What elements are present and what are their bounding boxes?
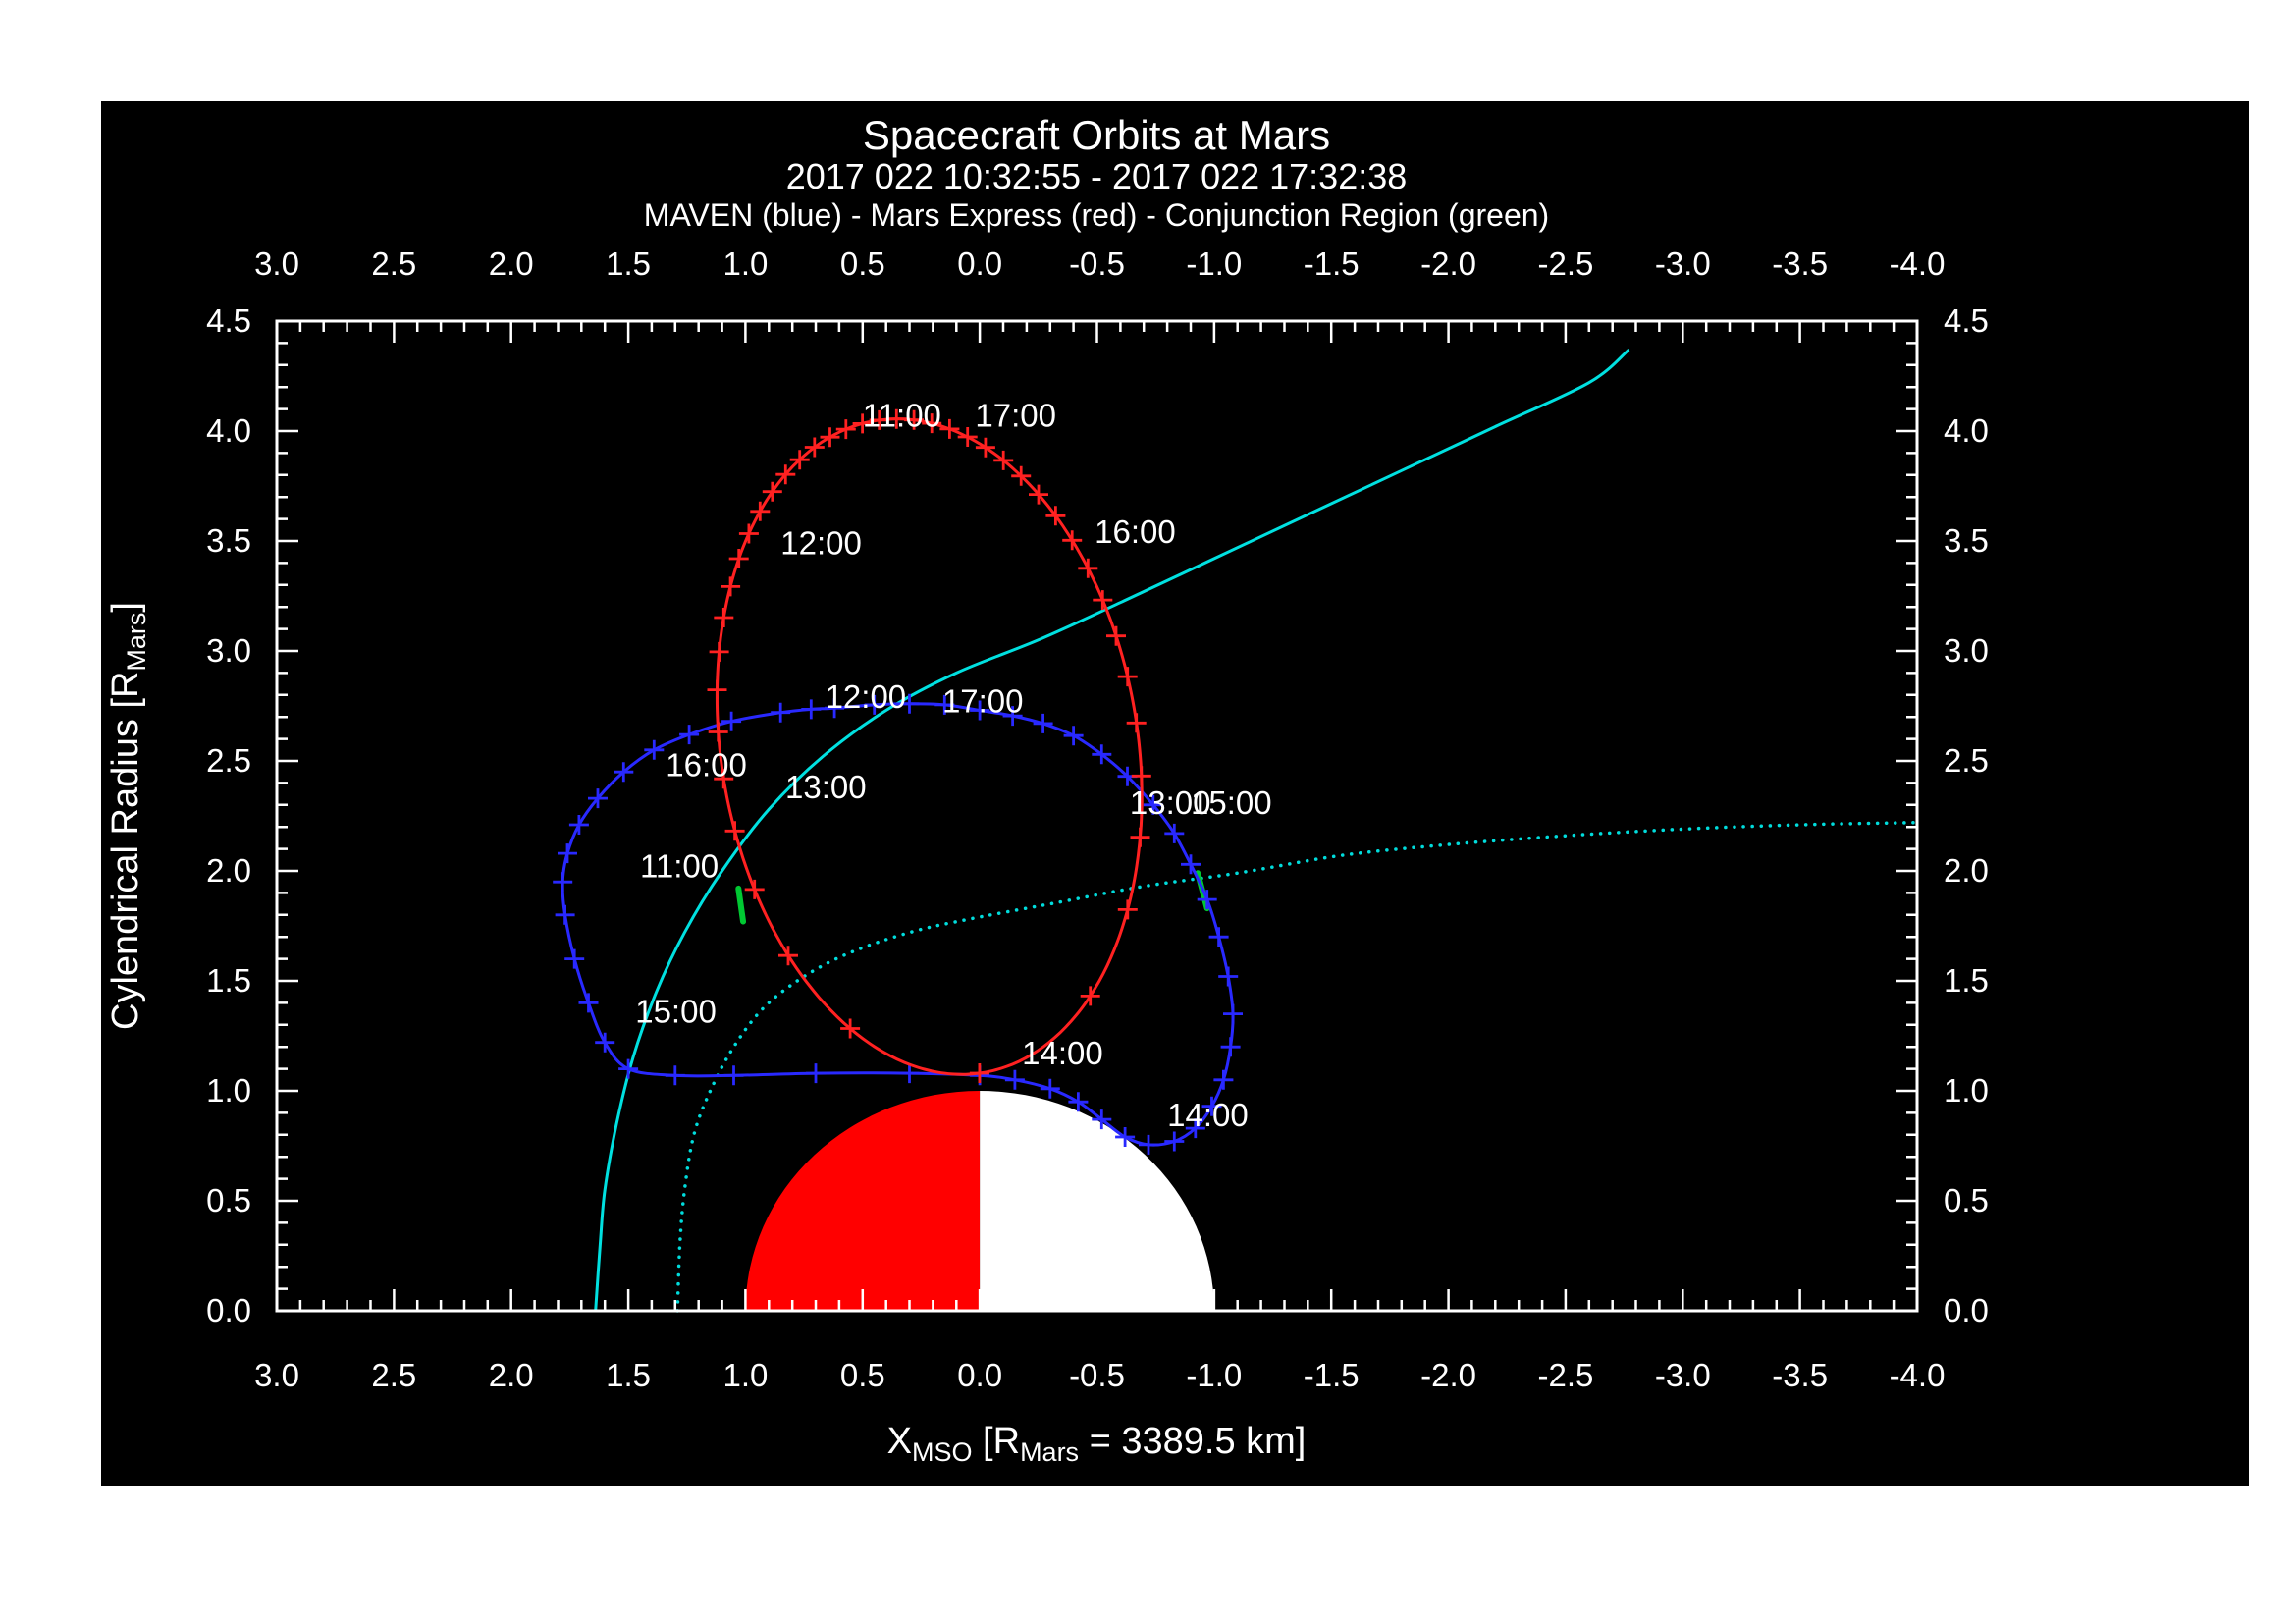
mex-time-label: 13:00 xyxy=(785,769,867,805)
x-tick-label-top: -1.5 xyxy=(1304,245,1360,282)
y-tick-label-left: 0.0 xyxy=(206,1292,251,1328)
mex-time-label: 17:00 xyxy=(975,398,1056,434)
y-tick-label-right: 4.0 xyxy=(1944,412,1989,449)
x-tick-label-bottom: 0.0 xyxy=(957,1357,1002,1393)
mex-orbit xyxy=(707,408,1151,1083)
x-tick-label-bottom: 1.5 xyxy=(606,1357,651,1393)
maven-time-label: 17:00 xyxy=(942,683,1024,720)
x-tick-label-top: 1.0 xyxy=(722,245,768,282)
y-tick-label-right: 1.0 xyxy=(1944,1072,1989,1109)
x-tick-label-bottom: -2.5 xyxy=(1537,1357,1593,1393)
y-tick-label-left: 4.5 xyxy=(206,302,251,339)
x-tick-label-bottom: -1.0 xyxy=(1186,1357,1242,1393)
maven-time-ticks xyxy=(553,693,1243,1155)
y-tick-label-right: 3.0 xyxy=(1944,632,1989,669)
x-tick-label-bottom: -4.0 xyxy=(1890,1357,1946,1393)
mex-time-label: 16:00 xyxy=(1095,514,1176,550)
maven-orbit xyxy=(553,693,1243,1155)
x-tick-label-top: -0.5 xyxy=(1069,245,1125,282)
x-tick-label-top: 0.0 xyxy=(957,245,1002,282)
x-tick-label-top: 2.0 xyxy=(489,245,534,282)
conjunction-segment xyxy=(735,885,747,925)
chart-legend: MAVEN (blue) - Mars Express (red) - Conj… xyxy=(644,197,1549,233)
y-tick-label-right: 3.5 xyxy=(1944,522,1989,559)
x-tick-label-top: -4.0 xyxy=(1890,245,1946,282)
mex-time-label: 11:00 xyxy=(863,398,941,434)
mex-time-ticks xyxy=(707,408,1151,1083)
y-tick-label-right: 1.5 xyxy=(1944,962,1989,999)
y-tick-label-left: 3.0 xyxy=(206,632,251,669)
x-tick-label-bottom: 3.0 xyxy=(254,1357,299,1393)
x-tick-label-bottom: -3.0 xyxy=(1655,1357,1711,1393)
x-tick-label-top: 1.5 xyxy=(606,245,651,282)
x-tick-label-bottom: 0.5 xyxy=(840,1357,885,1393)
y-tick-label-right: 2.0 xyxy=(1944,852,1989,889)
chart-title: Spacecraft Orbits at Mars xyxy=(863,112,1330,158)
y-tick-label-left: 2.0 xyxy=(206,852,251,889)
x-tick-label-bottom: -1.5 xyxy=(1304,1357,1360,1393)
x-tick-label-bottom: 1.0 xyxy=(722,1357,768,1393)
y-tick-label-right: 0.5 xyxy=(1944,1182,1989,1218)
mex-time-label: 12:00 xyxy=(780,524,862,561)
y-tick-label-left: 0.5 xyxy=(206,1182,251,1218)
y-tick-label-left: 4.0 xyxy=(206,412,251,449)
x-tick-label-top: -1.0 xyxy=(1186,245,1242,282)
maven-time-label: 14:00 xyxy=(1167,1097,1249,1133)
y-tick-label-right: 2.5 xyxy=(1944,742,1989,779)
y-tick-label-right: 4.5 xyxy=(1944,302,1989,339)
y-tick-label-left: 1.5 xyxy=(206,962,251,999)
x-tick-label-bottom: 2.5 xyxy=(371,1357,416,1393)
y-tick-label-left: 3.5 xyxy=(206,522,251,559)
maven-time-label: 11:00 xyxy=(640,848,719,885)
mars-dayside xyxy=(745,1091,981,1311)
maven-time-label: 13:00 xyxy=(1130,784,1211,821)
y-tick-label-right: 0.0 xyxy=(1944,1292,1989,1328)
mex-time-label: 15:00 xyxy=(1191,784,1272,821)
x-tick-label-top: 3.0 xyxy=(254,245,299,282)
x-tick-label-top: -3.0 xyxy=(1655,245,1711,282)
x-tick-label-bottom: 2.0 xyxy=(489,1357,534,1393)
mars-globe xyxy=(745,1091,1214,1311)
bow-shock-line xyxy=(594,348,1630,1312)
x-tick-label-top: -2.5 xyxy=(1537,245,1593,282)
axis-ticks xyxy=(275,319,1919,1313)
maven-time-label: 15:00 xyxy=(635,994,717,1030)
x-tick-label-top: -3.5 xyxy=(1772,245,1828,282)
maven-time-label: 12:00 xyxy=(826,678,907,715)
x-tick-label-top: 0.5 xyxy=(840,245,885,282)
maven-time-label: 16:00 xyxy=(666,747,747,784)
chart-subtitle: 2017 022 10:32:55 - 2017 022 17:32:38 xyxy=(786,156,1408,196)
mex-time-label: 14:00 xyxy=(1022,1035,1103,1071)
x-axis-title: XMSO [RMars = 3389.5 km] xyxy=(887,1421,1307,1467)
y-tick-label-left: 2.5 xyxy=(206,742,251,779)
x-tick-label-bottom: -0.5 xyxy=(1069,1357,1125,1393)
y-tick-label-left: 1.0 xyxy=(206,1072,251,1109)
x-tick-label-top: -2.0 xyxy=(1420,245,1476,282)
axes-layer: 3.0 3.0 2.5 2.5 2.0 2.0 1.5 1.5 1.0 1.0 0.5 0.5 0.0 0… xyxy=(105,245,1989,1467)
x-tick-label-bottom: -2.0 xyxy=(1420,1357,1476,1393)
mars-nightside xyxy=(980,1091,1214,1311)
x-tick-label-top: 2.5 xyxy=(371,245,416,282)
x-tick-label-bottom: -3.5 xyxy=(1772,1357,1828,1393)
y-axis-title: Cylendrical Radius [RMars] xyxy=(105,602,151,1030)
